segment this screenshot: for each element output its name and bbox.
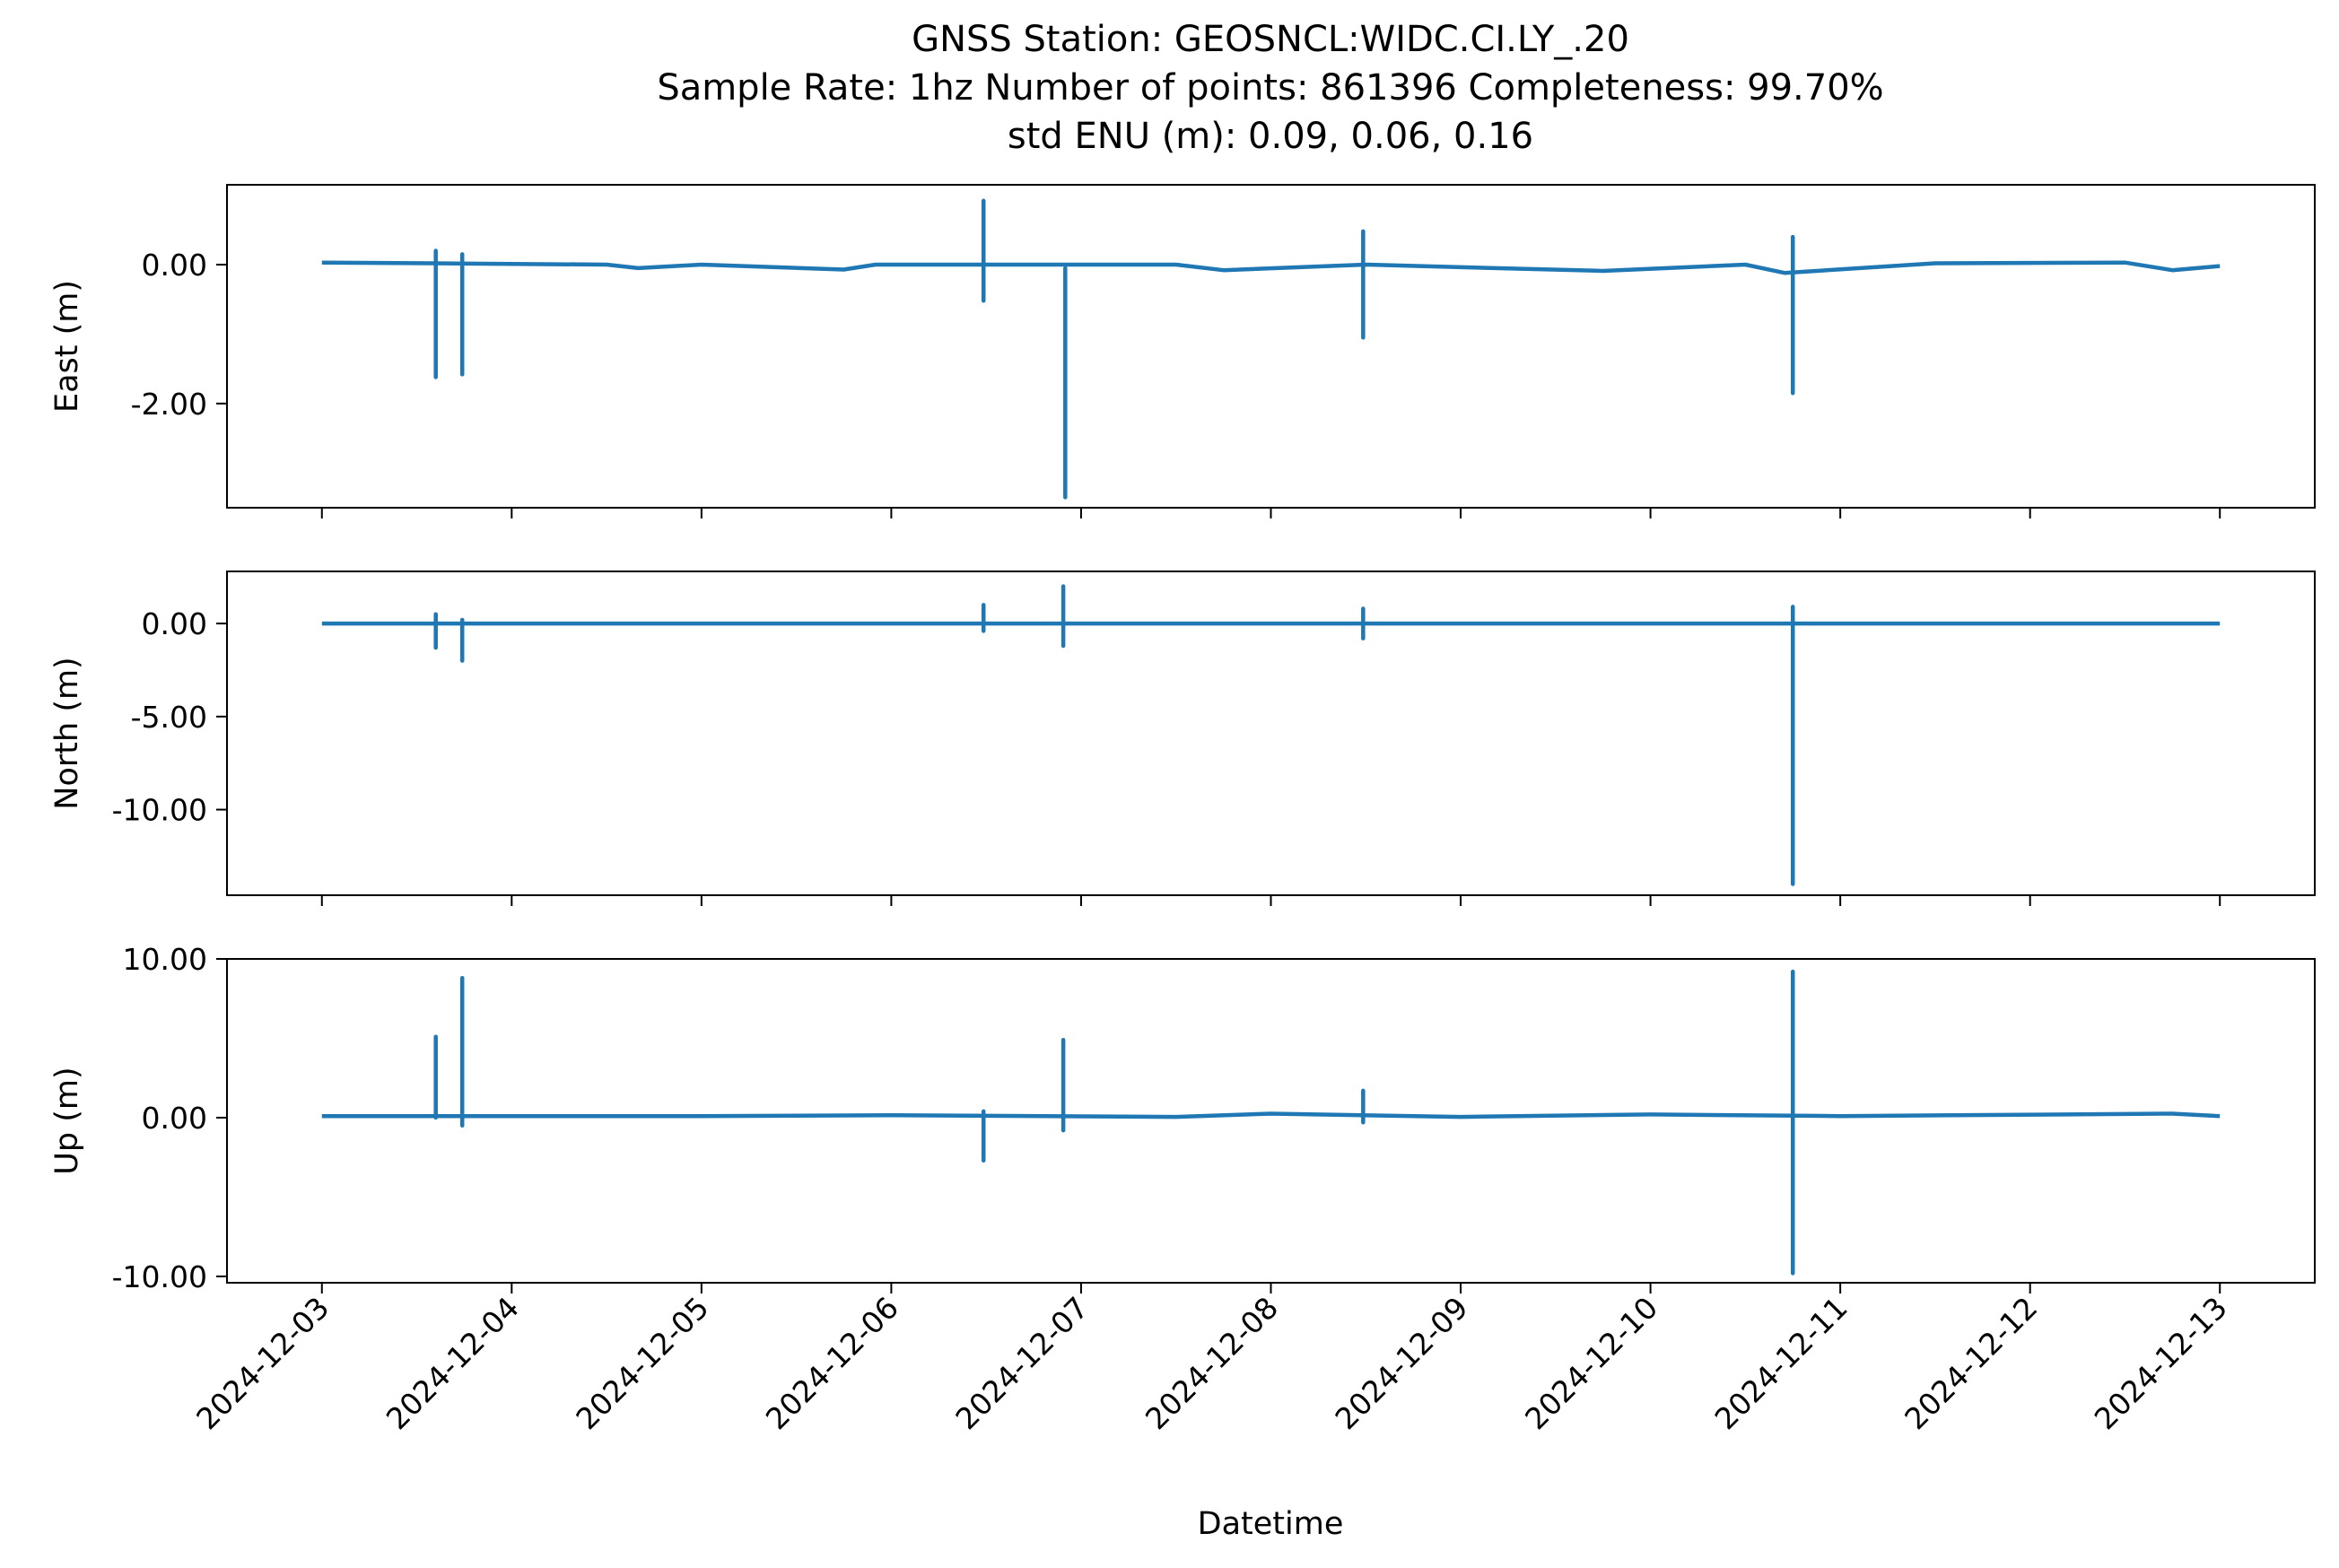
- title-line-1: GNSS Station: GEOSNCL:WIDC.CI.LY_.20: [912, 19, 1629, 60]
- y-axis-label: North (m): [49, 657, 85, 809]
- baseline-trace: [321, 1111, 2221, 1119]
- title-line-2: Sample Rate: 1hz Number of points: 86139…: [657, 67, 1883, 109]
- y-tick-label: -2.00: [131, 387, 207, 422]
- subplot-2: 0.00 -5.00 -10.00 North (m): [49, 571, 2316, 906]
- series-line: [321, 198, 2221, 500]
- series-line: [321, 584, 2221, 886]
- y-tick-label: 0.00: [142, 1101, 207, 1136]
- y-tick-label: 0.00: [142, 248, 207, 283]
- y-tick-label: 10.00: [123, 942, 207, 977]
- y-tick-label: -10.00: [112, 1259, 207, 1294]
- y-axis-label: Up (m): [49, 1067, 85, 1174]
- y-tick-label: 0.00: [142, 606, 207, 641]
- subplot-1: 0.00 -2.00 East (m): [49, 184, 2316, 518]
- baseline-trace: [321, 260, 2221, 275]
- series-line: [321, 969, 2221, 1276]
- x-axis-label: Datetime: [1198, 1506, 1344, 1542]
- y-tick-label: -10.00: [112, 793, 207, 828]
- subplot-panels: 0.00 -2.00 East (m) 0.00 -5.00 -10.00 North (m…: [49, 184, 2316, 1294]
- subplot-3: 10.00 0.00 -10.00 Up (m): [49, 942, 2316, 1294]
- y-axis-label: East (m): [49, 280, 85, 413]
- y-tick-label: -5.00: [131, 700, 207, 735]
- title-line-3: std ENU (m): 0.09, 0.06, 0.16: [1008, 116, 1533, 157]
